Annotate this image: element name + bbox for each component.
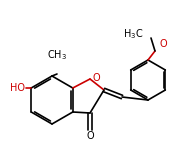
Text: HO: HO: [10, 83, 25, 93]
Text: O: O: [93, 73, 101, 83]
Text: O: O: [160, 39, 168, 49]
Text: H$_3$C: H$_3$C: [123, 27, 143, 41]
Text: O: O: [86, 131, 94, 141]
Text: CH$_3$: CH$_3$: [47, 48, 67, 62]
